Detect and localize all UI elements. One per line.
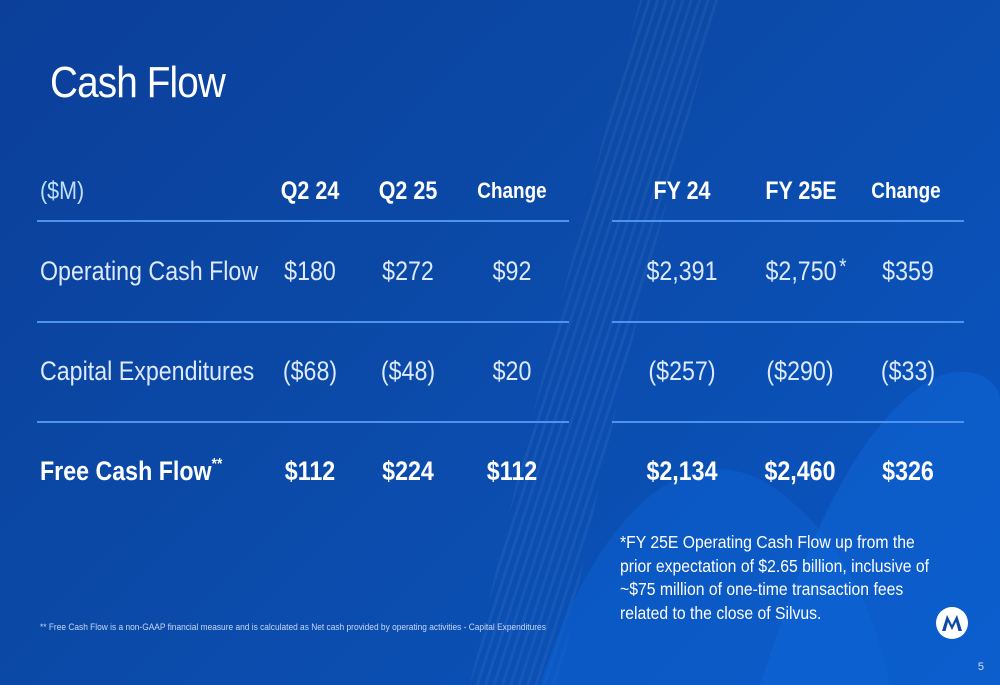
fcf-double-asterisk: ** bbox=[211, 456, 223, 473]
capex-change-year: ($33) bbox=[880, 356, 936, 386]
fcf-fy-25e: $2,460 bbox=[764, 456, 836, 486]
ocf-fy-25e-asterisk: * bbox=[839, 254, 847, 279]
fcf-fy-24: $2,134 bbox=[646, 456, 718, 486]
motorola-logo-icon bbox=[936, 607, 968, 639]
header-divider-left bbox=[37, 220, 569, 222]
capex-fy-24: ($257) bbox=[648, 356, 716, 386]
ocf-q2-24: $180 bbox=[284, 256, 336, 286]
header-fy-25e: FY 25E bbox=[765, 177, 837, 205]
page-number: 5 bbox=[977, 661, 984, 673]
ocf-fy-25e: $2,750 * bbox=[763, 254, 849, 288]
row-label-operating-cash-flow: Operating Cash Flow bbox=[40, 256, 259, 286]
header-fy-24: FY 24 bbox=[653, 177, 711, 205]
fcf-footnote: ** Free Cash Flow is a non-GAAP financia… bbox=[40, 622, 546, 633]
row2-divider-right bbox=[612, 421, 964, 423]
capex-fy-25e: ($290) bbox=[766, 356, 834, 386]
row2-divider-left bbox=[37, 421, 569, 423]
capex-q2-25: ($48) bbox=[380, 356, 436, 386]
unit-header: ($M) bbox=[40, 177, 85, 205]
page-title: Cash Flow bbox=[50, 58, 226, 107]
row1-divider-left bbox=[37, 321, 569, 323]
header-q2-25: Q2 25 bbox=[378, 177, 438, 205]
ocf-q2-25: $272 bbox=[382, 256, 434, 286]
ocf-change-year: $359 bbox=[882, 256, 934, 286]
row-label-free-cash-flow: Free Cash Flow** bbox=[40, 454, 238, 488]
row-label-capital-expenditures: Capital Expenditures bbox=[40, 356, 255, 386]
header-q2-24: Q2 24 bbox=[280, 177, 340, 205]
row1-divider-right bbox=[612, 321, 964, 323]
header-change-year: Change bbox=[871, 178, 941, 203]
fy25e-footnote: *FY 25E Operating Cash Flow up from the … bbox=[620, 532, 930, 623]
header-divider-right bbox=[612, 220, 964, 222]
ocf-fy-25e-value: $2,750 bbox=[765, 256, 837, 286]
header-change-quarter: Change bbox=[477, 178, 547, 203]
fcf-label-text: Free Cash Flow bbox=[40, 456, 212, 486]
capex-q2-24: ($68) bbox=[282, 356, 338, 386]
fcf-change-quarter: $112 bbox=[486, 456, 538, 486]
capex-change-quarter: $20 bbox=[492, 356, 532, 386]
ocf-fy-24: $2,391 bbox=[646, 256, 718, 286]
fcf-change-year: $326 bbox=[882, 456, 934, 486]
ocf-change-quarter: $92 bbox=[492, 256, 532, 286]
fcf-q2-24: $112 bbox=[284, 456, 336, 486]
fcf-q2-25: $224 bbox=[382, 456, 434, 486]
